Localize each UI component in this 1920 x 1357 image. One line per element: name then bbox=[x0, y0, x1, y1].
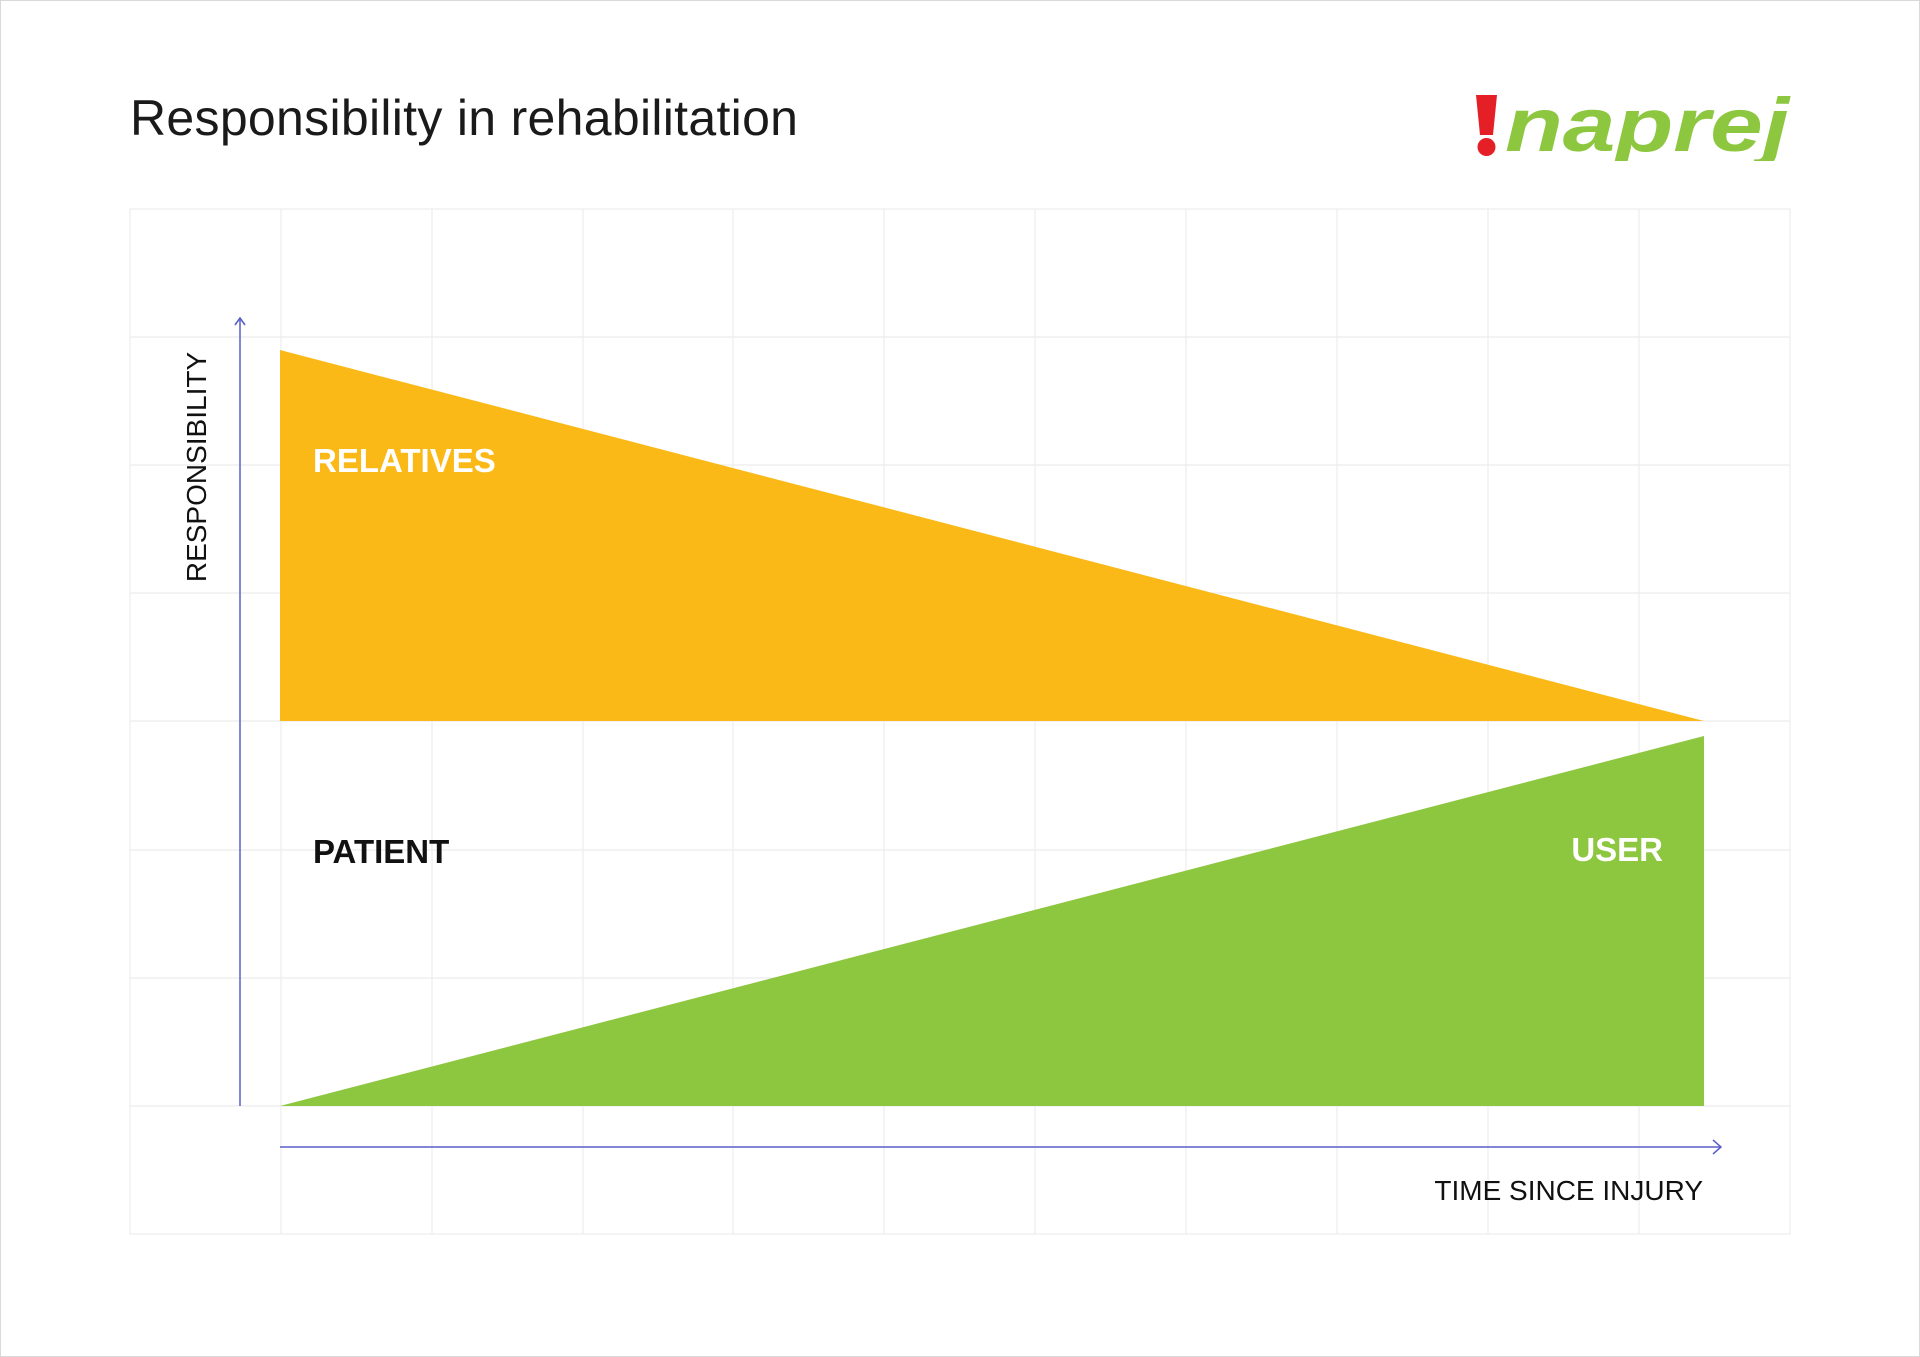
user-region bbox=[280, 736, 1704, 1106]
exclamation-dot-icon bbox=[1477, 138, 1496, 156]
relatives-label: RELATIVES bbox=[313, 442, 496, 479]
x-axis-label: TIME SINCE INJURY bbox=[1434, 1175, 1703, 1206]
relatives-region bbox=[280, 350, 1704, 721]
user-label: USER bbox=[1571, 831, 1663, 868]
exclamation-mark-icon bbox=[1476, 95, 1497, 135]
y-axis-label: RESPONSIBILITY bbox=[181, 352, 212, 583]
patient-label: PATIENT bbox=[313, 833, 449, 870]
logo-wordmark: naprej bbox=[1505, 93, 1791, 161]
x-axis-arrowhead-icon bbox=[1712, 1139, 1723, 1155]
naprej-logo: naprej bbox=[1473, 93, 1793, 161]
page-title: Responsibility in rehabilitation bbox=[130, 90, 799, 146]
